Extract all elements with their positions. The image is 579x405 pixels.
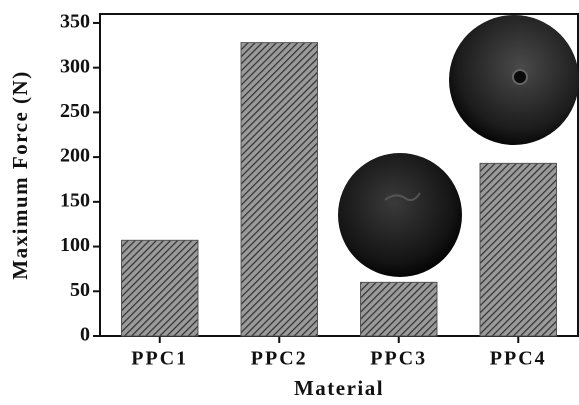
bar: [361, 282, 437, 336]
inset-photo: [338, 153, 462, 277]
y-tick-label: 0: [80, 324, 90, 346]
bar: [122, 240, 198, 336]
chart: 0 50 100 150 200 250 300 350 PPC1 PPC2 PPC3 PPC4 Ma…: [0, 0, 579, 405]
x-axis-title: Material: [294, 376, 384, 400]
inset-hole: [513, 70, 527, 84]
x-tick-label: PPC2: [251, 348, 308, 370]
x-tick-label: PPC4: [490, 348, 547, 370]
y-tick-label: 50: [70, 279, 90, 301]
x-tick-label: PPC1: [131, 348, 188, 370]
y-tick-label: 100: [60, 234, 90, 256]
y-axis-title: Maximum Force (N): [8, 70, 32, 279]
y-tick-label: 250: [60, 100, 90, 122]
y-tick-label: 200: [60, 145, 90, 167]
y-tick-label: 300: [60, 55, 90, 77]
y-tick-label: 150: [60, 189, 90, 211]
x-tick-label: PPC3: [370, 348, 427, 370]
bar: [480, 163, 556, 336]
y-tick-label: 350: [60, 11, 90, 33]
bar: [241, 43, 317, 336]
